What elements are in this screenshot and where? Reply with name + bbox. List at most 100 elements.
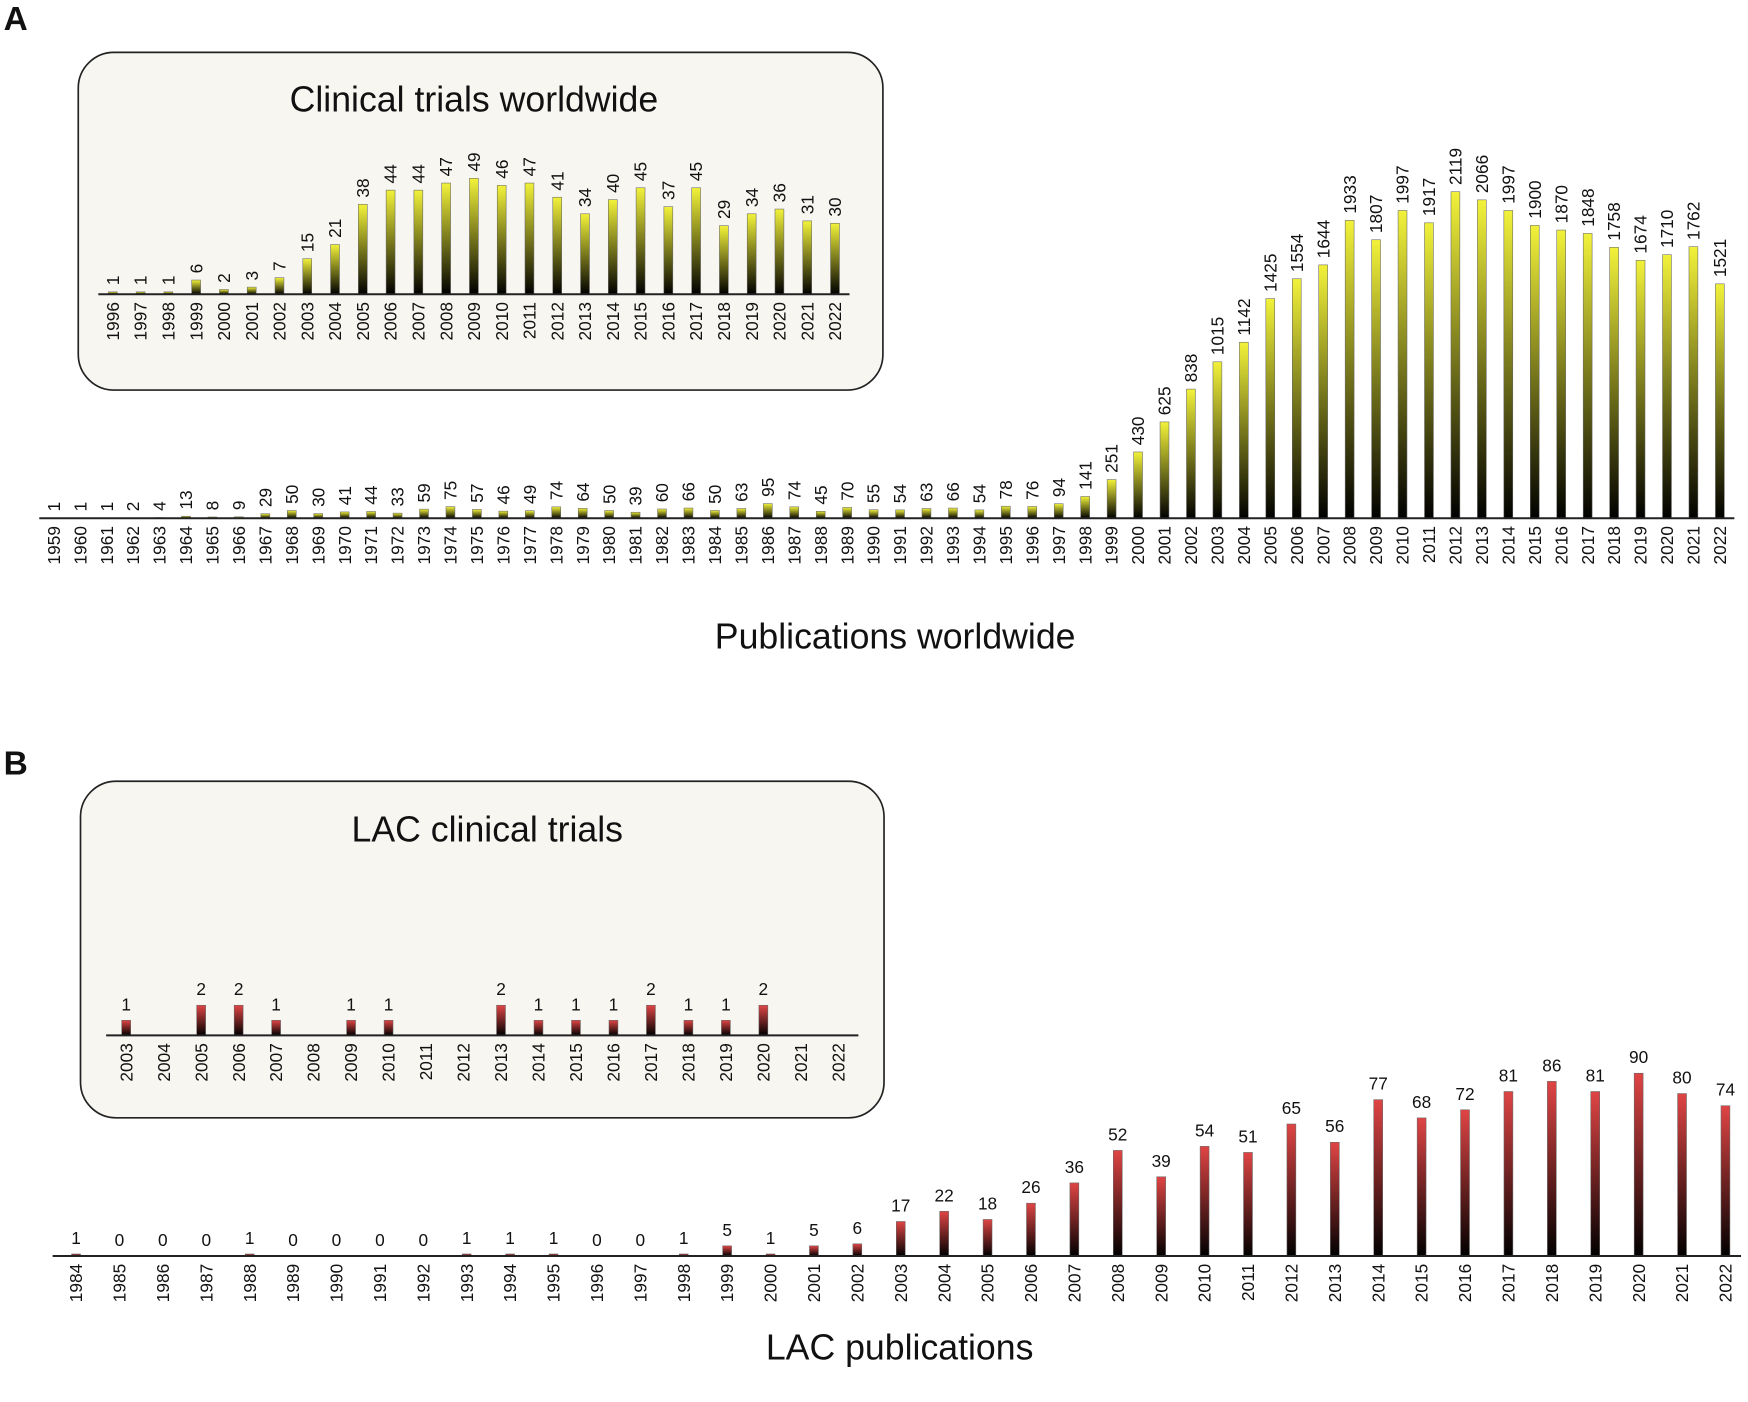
value-label: 1933 [1340, 175, 1360, 213]
bar-2010 [1397, 210, 1408, 519]
value-label: 54 [970, 484, 990, 504]
bar-2012 [1286, 1123, 1297, 1257]
x-tick-label: 1989 [837, 526, 857, 564]
x-tick-label: 1976 [493, 526, 513, 564]
x-tick-label: 1974 [441, 526, 461, 565]
bar-2009 [346, 1020, 356, 1036]
x-tick-label: 1986 [758, 526, 778, 564]
value-label: 56 [1325, 1116, 1344, 1136]
value-label: 74 [784, 481, 804, 501]
x-tick-label: 2021 [797, 302, 817, 340]
x-tick-label: 2009 [1366, 526, 1386, 564]
x-tick-label: 2016 [1455, 1264, 1475, 1302]
x-tick-label: 2022 [1716, 1264, 1736, 1302]
bar-2001 [246, 286, 257, 295]
x-tick-label: 1992 [917, 526, 937, 564]
x-tick-label: 1975 [467, 526, 487, 564]
bar-2016 [608, 1020, 619, 1036]
bar-1983 [683, 507, 694, 519]
x-tick-label: 2007 [266, 1043, 286, 1081]
x-tick-label: 2010 [1195, 1264, 1215, 1302]
bar-2020 [1633, 1072, 1644, 1257]
x-tick-label: 2010 [379, 1043, 399, 1081]
bar-2015 [635, 187, 646, 295]
value-label: 65 [1282, 1098, 1301, 1118]
bar-2014 [1503, 210, 1514, 519]
bar-2022 [1715, 283, 1725, 519]
bar-1998 [1080, 496, 1090, 519]
bar-1993 [948, 507, 958, 519]
value-label: 2 [646, 979, 656, 999]
value-label: 1 [571, 994, 581, 1014]
x-tick-label: 1997 [630, 1264, 650, 1302]
value-label: 18 [978, 1193, 997, 1213]
value-label: 22 [935, 1185, 954, 1205]
value-label: 47 [520, 157, 540, 176]
x-tick-label: 2013 [1472, 526, 1492, 564]
value-label: 1 [71, 1228, 81, 1248]
bar-1996 [1027, 506, 1038, 519]
x-tick-label: 1985 [731, 526, 751, 564]
value-label: 2 [496, 979, 506, 999]
x-tick-label: 1960 [70, 526, 90, 564]
value-label: 1 [271, 994, 281, 1014]
x-tick-label: 1987 [784, 526, 804, 564]
bar-1994 [974, 509, 985, 519]
x-tick-label: 1964 [176, 526, 196, 565]
value-label: 1710 [1657, 210, 1677, 248]
x-tick-label: 1982 [652, 526, 672, 564]
x-tick-label: 2003 [297, 302, 317, 340]
x-tick-label: 1995 [544, 1264, 564, 1302]
x-tick-label: 2021 [1672, 1264, 1692, 1302]
value-label: 1 [121, 994, 131, 1014]
bar-2022 [1720, 1105, 1731, 1257]
value-label: 30 [308, 488, 328, 507]
value-label: 21 [325, 219, 345, 238]
x-tick-label: 1985 [110, 1264, 130, 1302]
bar-2003 [302, 258, 312, 295]
x-tick-label: 1993 [943, 526, 963, 564]
bar-2022 [830, 222, 840, 295]
value-label: 1 [766, 1228, 776, 1248]
value-label: 70 [837, 482, 857, 501]
value-label: 1 [609, 994, 619, 1014]
value-label: 34 [575, 188, 595, 208]
value-label: 29 [255, 488, 275, 507]
value-label: 1 [534, 994, 544, 1014]
bar-2000 [1133, 451, 1143, 519]
value-label: 1521 [1710, 239, 1730, 277]
bar-2020 [774, 208, 785, 295]
x-tick-label: 2017 [1578, 526, 1598, 564]
bar-1992 [921, 508, 932, 519]
x-tick-label: 2011 [520, 302, 540, 339]
value-label: 6 [186, 264, 206, 274]
x-tick-label: 2008 [1108, 1264, 1128, 1302]
x-tick-label: 1959 [44, 526, 64, 564]
value-label: 0 [592, 1230, 602, 1250]
x-tick-label: 2005 [1260, 526, 1280, 564]
bar-2013 [580, 213, 590, 295]
value-label: 9 [229, 501, 249, 511]
bar-2007 [271, 1020, 281, 1036]
bar-2002 [274, 277, 285, 295]
x-tick-label: 1999 [186, 302, 206, 340]
value-label: 44 [361, 485, 381, 505]
x-tick-label: 2017 [686, 302, 706, 340]
x-tick-label: 2003 [1208, 526, 1228, 564]
value-label: 39 [626, 486, 646, 505]
x-tick-label: 2020 [1629, 1264, 1649, 1302]
value-label: 60 [652, 483, 672, 502]
x-tick-label: 1988 [240, 1264, 260, 1302]
bar-1986 [763, 503, 773, 519]
value-label: 141 [1075, 461, 1095, 490]
panel-label-b: B [4, 746, 28, 783]
inset-box-trials-world [77, 51, 884, 391]
value-label: 17 [891, 1195, 910, 1215]
value-label: 5 [809, 1220, 819, 1240]
value-label: 430 [1128, 416, 1148, 445]
bar-2020 [758, 1004, 769, 1036]
value-label: 74 [546, 481, 566, 501]
value-label: 1997 [1393, 165, 1413, 203]
value-label: 3 [242, 271, 262, 281]
